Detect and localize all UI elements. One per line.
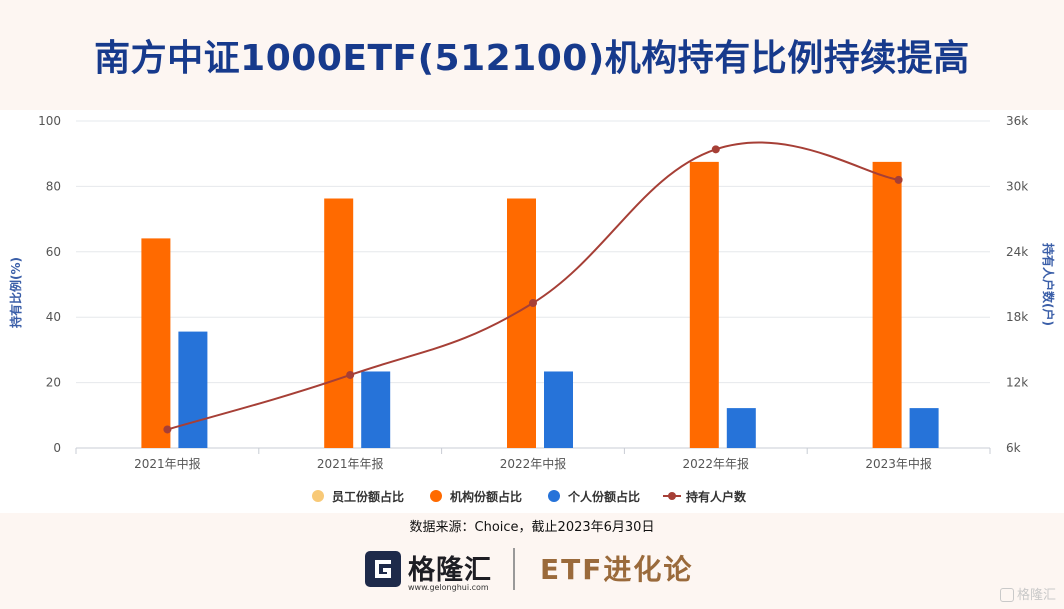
bar: [689, 161, 719, 448]
y2-tick-label: 6k: [1006, 441, 1021, 455]
bar: [872, 161, 902, 448]
bar: [178, 331, 208, 448]
watermark-logo-icon: [999, 588, 1014, 602]
watermark: 格隆汇: [999, 584, 1056, 603]
legend-marker-icon: [430, 490, 442, 502]
axes: 0 20 40 60 80 100 6k 12k 18k 24k 30k 36k 2021年中报 2021…: [38, 114, 1028, 471]
legend-marker-icon: [668, 492, 676, 500]
brand-name: 格隆汇: [408, 555, 492, 586]
chart-title: 南方中证1000ETF(512100)机构持有比例持续提高: [94, 38, 970, 79]
y2-axis-label: 持有人户数(户): [1041, 243, 1056, 326]
holders-point: [529, 299, 537, 308]
footer-divider: [513, 548, 515, 590]
y2-tick-label: 36k: [1006, 114, 1028, 128]
bar: [141, 238, 171, 448]
holders-point: [346, 370, 355, 379]
data-source-note: 数据来源：Choice，截止2023年6月30日: [409, 520, 655, 535]
bar: [361, 371, 391, 448]
legend-label: 持有人户数: [686, 489, 747, 504]
y-tick-label: 40: [46, 310, 61, 324]
y-axis-label: 持有比例(%): [8, 257, 23, 328]
gelonghui-logo-icon: [365, 551, 401, 587]
legend-label: 个人份额占比: [567, 489, 640, 504]
holders-line: [163, 141, 903, 434]
y2-tick-label: 12k: [1006, 376, 1028, 390]
y2-tick-label: 30k: [1006, 179, 1028, 193]
y2-tick-label: 18k: [1006, 310, 1028, 324]
legend-label: 员工份额占比: [332, 489, 404, 504]
y-tick-label: 80: [46, 179, 61, 193]
y-tick-label: 100: [38, 114, 61, 128]
holders-point: [163, 425, 172, 434]
brand-url: www.gelonghui.com: [408, 583, 489, 592]
chart: 0 20 40 60 80 100 6k 12k 18k 24k 30k 36k 2021年中报 2021…: [8, 114, 1056, 504]
bar: [507, 198, 536, 448]
holders-point: [711, 145, 720, 154]
x-tick-label: 2021年中报: [134, 456, 201, 471]
bar: [909, 408, 939, 448]
bar: [544, 371, 573, 448]
x-tick-label: 2022年中报: [500, 456, 567, 471]
bar: [726, 408, 756, 448]
y-tick-label: 0: [53, 441, 61, 455]
legend: 员工份额占比 机构份额占比 个人份额占比 持有人户数: [312, 489, 747, 504]
legend-marker-icon: [312, 490, 324, 502]
bar: [324, 198, 354, 448]
column-name: ETF进化论: [540, 553, 694, 586]
y-tick-label: 20: [46, 376, 61, 390]
bars: [141, 161, 939, 448]
legend-marker-icon: [548, 490, 560, 502]
x-tick-label: 2021年年报: [317, 456, 384, 471]
holders-point: [894, 175, 903, 184]
footer: 格隆汇 www.gelonghui.com ETF进化论: [0, 540, 1064, 600]
x-tick-label: 2023年中报: [865, 456, 932, 471]
watermark-text: 格隆汇: [1016, 588, 1056, 603]
legend-label: 机构份额占比: [450, 489, 522, 504]
x-tick-label: 2022年年报: [683, 456, 750, 471]
y2-tick-label: 24k: [1006, 245, 1028, 259]
y-tick-label: 60: [46, 245, 61, 259]
